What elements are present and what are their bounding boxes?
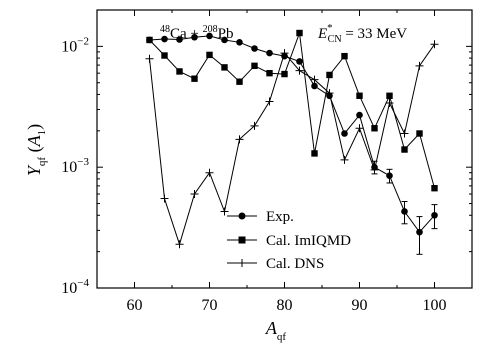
y-tick-label: 10−2 bbox=[61, 35, 89, 55]
data-point bbox=[221, 64, 228, 71]
x-tick-label: 60 bbox=[127, 297, 143, 314]
data-point bbox=[236, 78, 243, 85]
data-point bbox=[281, 70, 288, 78]
data-point bbox=[266, 69, 273, 77]
data-point bbox=[431, 211, 438, 219]
data-point bbox=[296, 29, 303, 37]
data-point bbox=[175, 240, 184, 249]
data-point bbox=[431, 184, 438, 192]
legend-label-imiqmd: Cal. ImIQMD bbox=[266, 233, 351, 249]
data-point bbox=[191, 75, 198, 82]
series-line bbox=[149, 44, 435, 246]
data-point bbox=[325, 89, 334, 98]
data-point bbox=[236, 39, 243, 46]
data-point bbox=[401, 146, 408, 153]
data-point bbox=[416, 130, 423, 137]
legend-label-dns: Cal. DNS bbox=[266, 256, 324, 272]
data-point bbox=[430, 40, 439, 49]
data-point bbox=[326, 71, 333, 79]
data-point bbox=[386, 172, 393, 180]
data-point bbox=[355, 124, 364, 133]
data-point bbox=[176, 36, 183, 43]
data-point bbox=[266, 49, 273, 57]
data-point bbox=[371, 125, 378, 132]
x-tick-label: 80 bbox=[277, 297, 293, 314]
data-point bbox=[191, 33, 198, 41]
legend-marker-exp bbox=[238, 212, 246, 220]
data-point bbox=[340, 155, 349, 164]
data-point bbox=[415, 61, 424, 70]
data-point bbox=[311, 82, 318, 90]
axis-ticks: 60 70 80 90 100 10−2 10−3 10−4 bbox=[61, 9, 473, 314]
data-point bbox=[265, 97, 274, 106]
x-tick-label: 90 bbox=[352, 297, 368, 314]
x-axis-title: Aqf bbox=[265, 318, 287, 343]
data-point bbox=[341, 52, 348, 60]
data-point bbox=[311, 150, 318, 157]
data-point bbox=[160, 194, 169, 203]
data-point bbox=[341, 130, 348, 137]
data-point bbox=[235, 135, 244, 144]
energy-label: E* CN = 33 MeV bbox=[317, 22, 407, 45]
legend: Exp. Cal. ImIQMD Cal. DNS bbox=[227, 209, 351, 272]
data-point bbox=[370, 165, 379, 174]
series-square bbox=[146, 29, 438, 192]
data-point bbox=[280, 49, 289, 58]
x-tick-label: 100 bbox=[423, 297, 447, 314]
data-point bbox=[385, 98, 394, 107]
data-point bbox=[416, 228, 423, 236]
data-point bbox=[250, 121, 259, 130]
data-point bbox=[400, 129, 409, 138]
data-point bbox=[161, 35, 168, 43]
data-point bbox=[190, 189, 199, 198]
data-point bbox=[146, 36, 153, 44]
series-line bbox=[149, 32, 435, 189]
y-tick-label: 10−4 bbox=[61, 277, 89, 297]
data-point bbox=[221, 36, 228, 44]
data-point bbox=[251, 62, 258, 70]
data-point bbox=[296, 58, 303, 65]
data-point bbox=[161, 52, 168, 59]
y-tick-label: 10−3 bbox=[61, 156, 89, 176]
series-circle bbox=[146, 32, 438, 255]
reaction-label: 48Ca + 208Pb bbox=[160, 24, 233, 42]
series-plus bbox=[145, 40, 439, 249]
data-point bbox=[310, 75, 319, 84]
data-point bbox=[206, 32, 213, 40]
legend-label-exp: Exp. bbox=[266, 209, 294, 225]
legend-marker-imiqmd bbox=[238, 236, 246, 244]
legend-marker-dns bbox=[238, 259, 246, 267]
data-point bbox=[251, 45, 258, 52]
data-point bbox=[356, 92, 363, 99]
series-layer bbox=[145, 29, 439, 255]
data-point bbox=[206, 51, 213, 59]
y-axis-title: Yqf (A1) bbox=[24, 124, 48, 176]
data-point bbox=[205, 168, 214, 177]
x-tick-label: 70 bbox=[202, 297, 218, 314]
data-point bbox=[386, 92, 393, 99]
data-point bbox=[295, 66, 304, 75]
data-point bbox=[401, 208, 408, 215]
data-point bbox=[220, 207, 229, 216]
data-point bbox=[176, 68, 183, 75]
data-point bbox=[145, 54, 154, 63]
data-point bbox=[356, 111, 363, 119]
